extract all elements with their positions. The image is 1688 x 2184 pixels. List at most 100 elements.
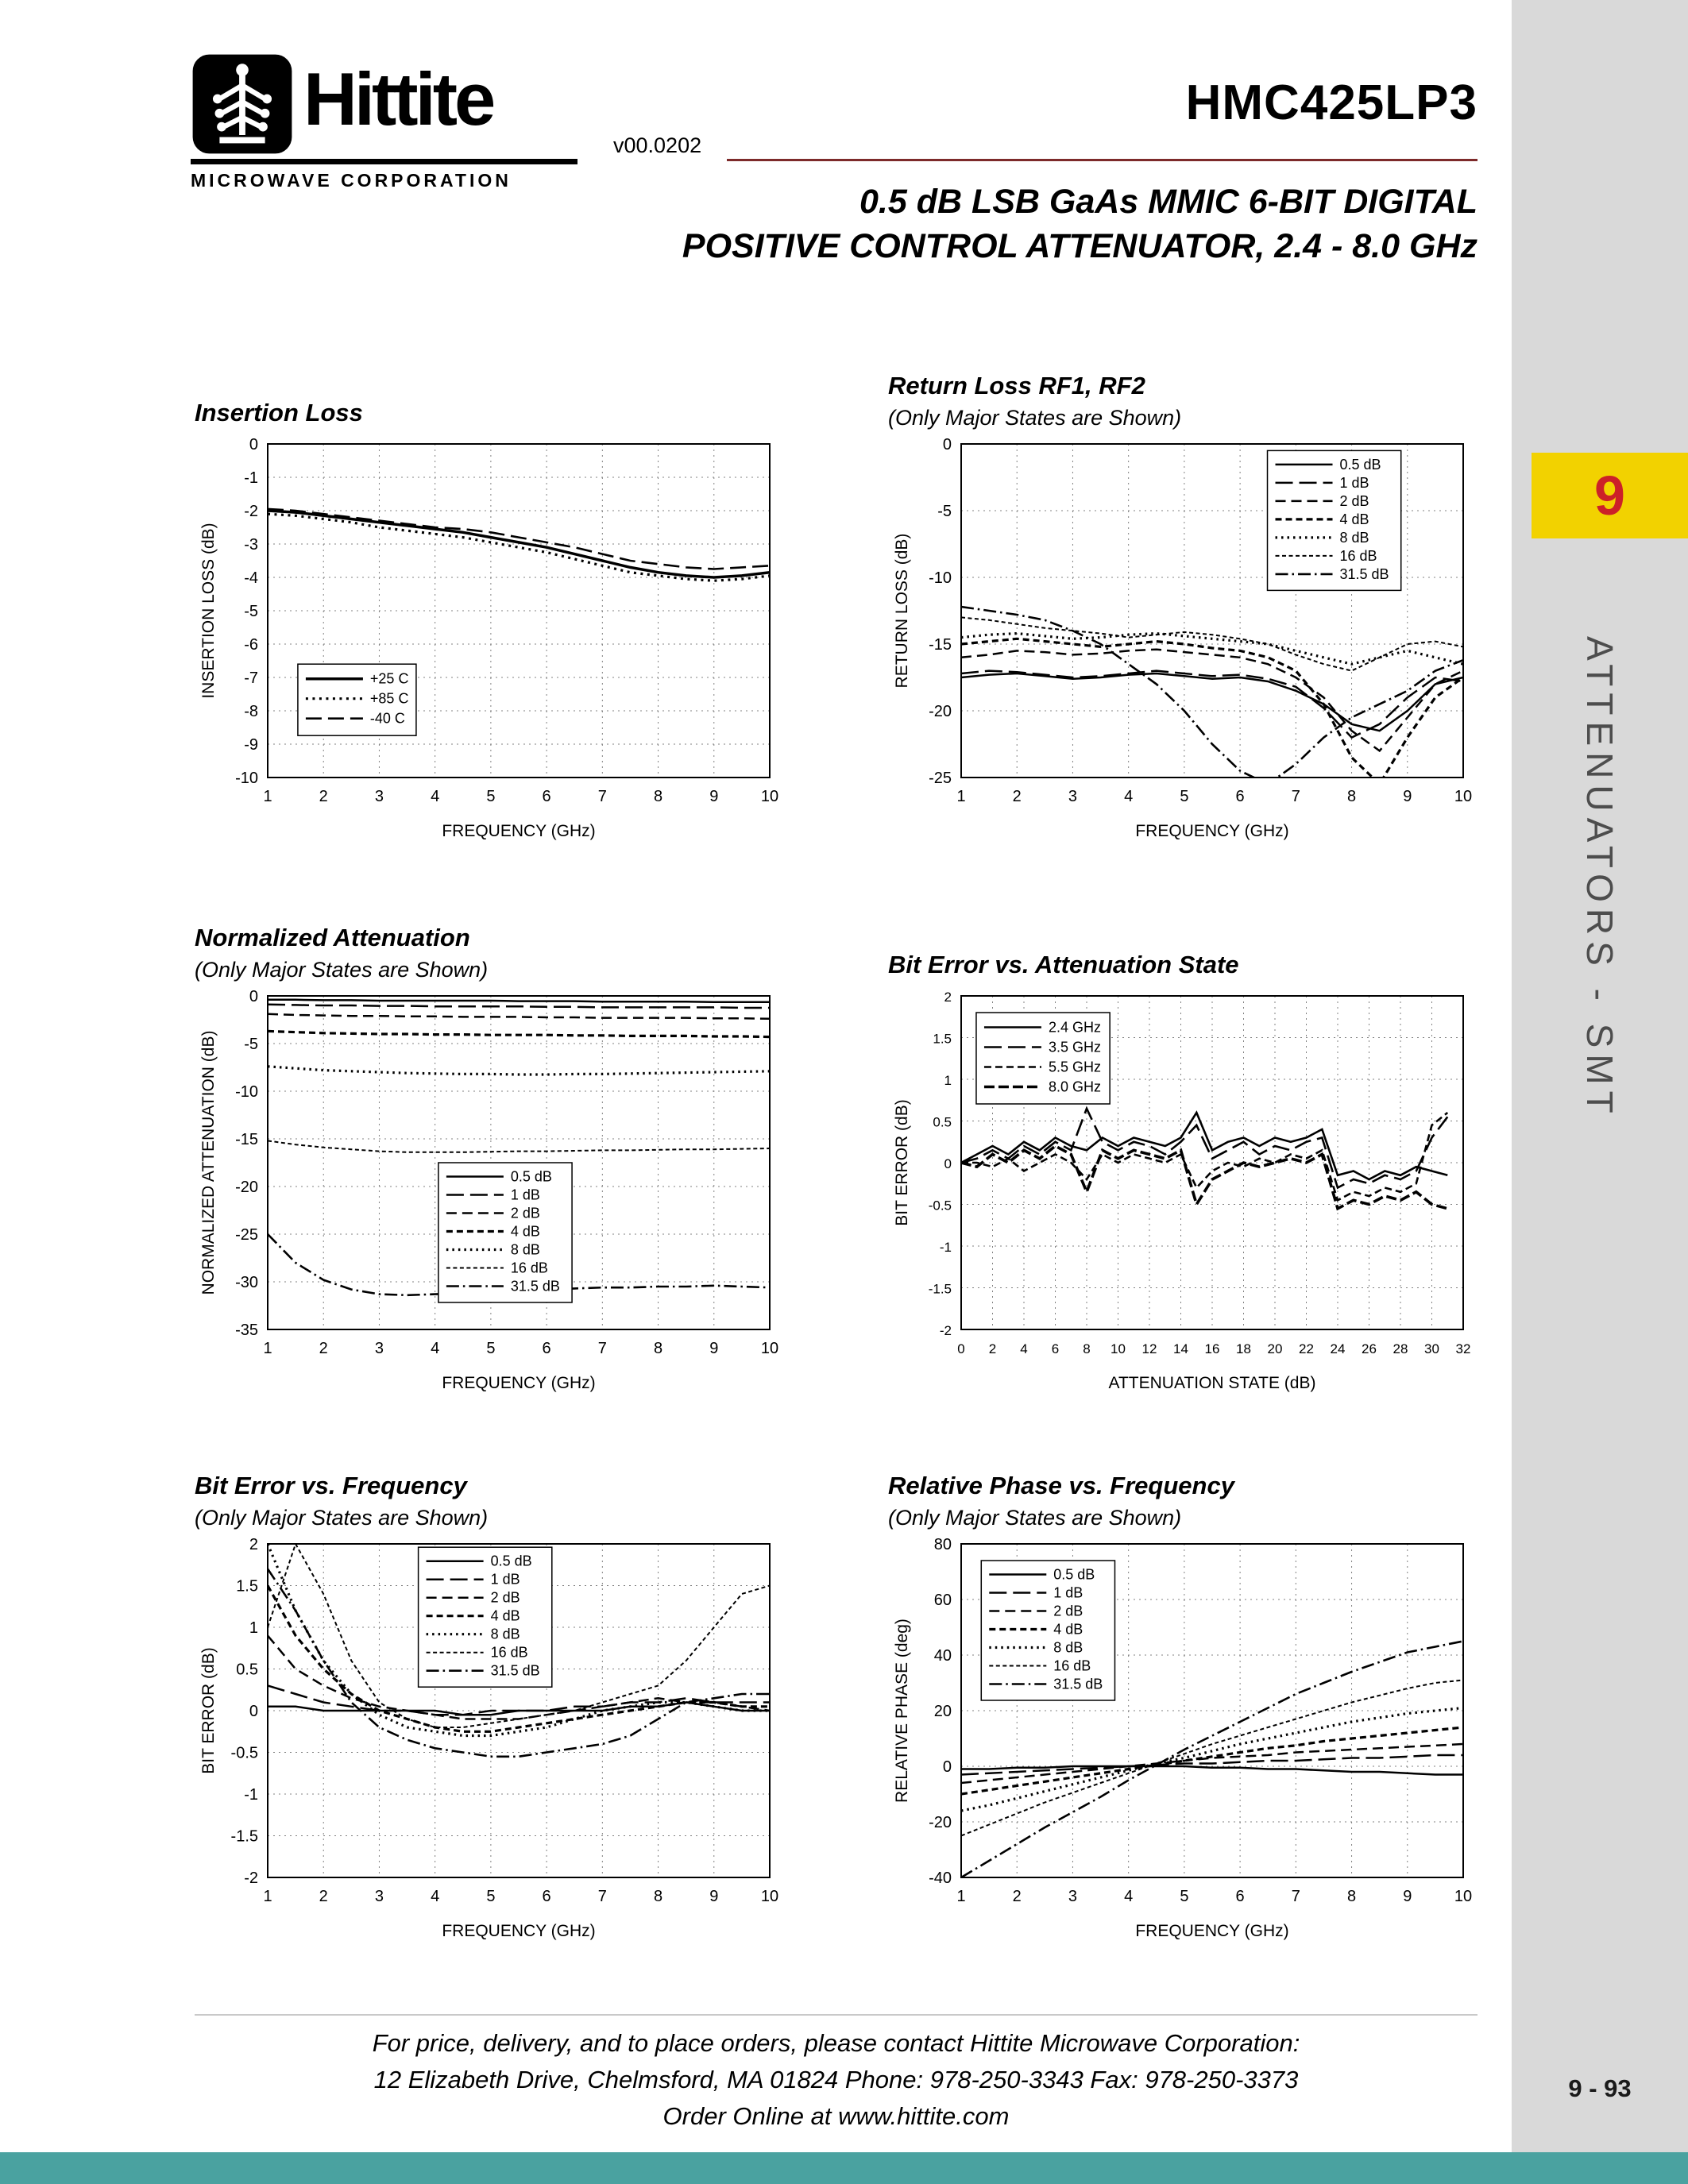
svg-text:-10: -10	[929, 569, 952, 587]
svg-text:2 dB: 2 dB	[1053, 1603, 1083, 1619]
sidebar-section-label: ATTENUATORS - SMT	[1579, 635, 1620, 1120]
relative-phase-plot: 1 2 3 4 5 6 7 8 9 10 80 60 40 20 0 -20 -40 FREQUENCY (GHz…	[893, 1536, 1472, 1940]
chart-title: Insertion Loss	[195, 399, 363, 426]
svg-text:0.5 dB: 0.5 dB	[1053, 1567, 1095, 1583]
svg-text:8: 8	[1347, 1888, 1356, 1905]
svg-text:2 dB: 2 dB	[1340, 493, 1369, 509]
svg-text:-30: -30	[235, 1274, 258, 1291]
series-8 dB	[961, 631, 1463, 666]
series-3.5 GHz	[961, 1106, 1449, 1190]
svg-text:16 dB: 16 dB	[1340, 548, 1377, 564]
document-version: v00.0202	[613, 133, 702, 157]
footer-line2: 12 Elizabeth Drive, Chelmsford, MA 01824…	[373, 2066, 1299, 2093]
svg-text:16 dB: 16 dB	[491, 1645, 528, 1661]
chart-subtitle: (Only Major States are Shown)	[195, 958, 489, 982]
svg-text:-1: -1	[244, 469, 258, 487]
svg-text:-10: -10	[235, 1083, 258, 1101]
series-0.5 dB	[268, 998, 770, 1004]
svg-text:3: 3	[375, 1340, 384, 1357]
svg-text:80: 80	[934, 1536, 952, 1553]
svg-text:2: 2	[1013, 1888, 1022, 1905]
insertion-loss-chart: Insertion Loss 1 2 3 4 5 6 7 8 9 10 0 -1 -2 -3 -4 -5 -6 -…	[195, 398, 782, 846]
legend: +25 C +85 C -40 C	[297, 663, 417, 736]
svg-text:1 dB: 1 dB	[1053, 1585, 1083, 1601]
series-16 dB	[268, 1544, 770, 1728]
document-title-line2: POSITIVE CONTROL ATTENUATOR, 2.4 - 8.0 G…	[682, 227, 1477, 265]
svg-text:-1: -1	[244, 1786, 258, 1804]
chart-subtitle: (Only Major States are Shown)	[888, 406, 1182, 430]
svg-text:9: 9	[1403, 1888, 1412, 1905]
svg-text:-2: -2	[940, 1323, 952, 1338]
svg-text:4: 4	[431, 788, 439, 805]
svg-text:-35: -35	[235, 1322, 258, 1339]
footer: For price, delivery, and to place orders…	[195, 2025, 1477, 2135]
gridlines	[268, 444, 770, 778]
svg-text:0.5 dB: 0.5 dB	[491, 1553, 532, 1569]
svg-text:31.5 dB: 31.5 dB	[1053, 1677, 1103, 1692]
svg-text:4 dB: 4 dB	[511, 1224, 540, 1240]
chart-subtitle: (Only Major States are Shown)	[888, 1506, 1182, 1530]
series-1 dB	[268, 1684, 770, 1716]
series-8 dB	[268, 1544, 770, 1738]
svg-text:31.5 dB: 31.5 dB	[1340, 566, 1389, 582]
svg-text:3: 3	[375, 788, 384, 805]
part-number: HMC425LP3	[1185, 75, 1477, 130]
svg-text:-20: -20	[235, 1179, 258, 1196]
svg-text:8 dB: 8 dB	[511, 1242, 540, 1258]
svg-text:-25: -25	[235, 1226, 258, 1244]
svg-text:2 dB: 2 dB	[511, 1206, 540, 1221]
tick-labels: 1 2 3 4 5 6 7 8 9 10 80 60 40 20 0 -20 -40	[929, 1536, 1472, 1905]
series-+25 C	[268, 509, 770, 579]
svg-text:1: 1	[956, 1888, 965, 1905]
svg-text:-5: -5	[937, 503, 952, 520]
sidebar-strip	[1512, 0, 1688, 2184]
svg-text:8: 8	[654, 1340, 662, 1357]
svg-text:-4: -4	[244, 569, 258, 587]
svg-text:4: 4	[1124, 1888, 1133, 1905]
svg-text:2: 2	[989, 1341, 996, 1356]
svg-text:7: 7	[1292, 1888, 1300, 1905]
svg-text:10: 10	[1111, 1341, 1126, 1356]
svg-text:8 dB: 8 dB	[1053, 1640, 1083, 1656]
relative-phase-chart: Relative Phase vs. Frequency (Only Major…	[888, 1471, 1476, 1946]
series-8 dB	[268, 1065, 770, 1076]
svg-text:+25 C: +25 C	[370, 671, 409, 687]
svg-text:5: 5	[1180, 788, 1188, 805]
svg-text:20: 20	[934, 1703, 952, 1720]
footer-rule	[195, 2014, 1477, 2016]
normalized-attenuation-chart: Normalized Attenuation (Only Major State…	[195, 923, 782, 1398]
series-1 dB	[268, 1003, 770, 1009]
series-16 dB	[268, 1140, 770, 1153]
svg-text:1: 1	[263, 788, 272, 805]
series-4 dB	[961, 637, 1463, 778]
svg-text:3: 3	[1068, 788, 1077, 805]
svg-text:22: 22	[1299, 1341, 1314, 1356]
svg-text:2: 2	[319, 1340, 328, 1357]
svg-text:-2: -2	[244, 503, 258, 520]
svg-text:-9: -9	[244, 736, 258, 754]
series	[961, 1640, 1463, 1877]
svg-text:32: 32	[1456, 1341, 1471, 1356]
svg-text:-3: -3	[244, 536, 258, 554]
svg-text:5.5 GHz: 5.5 GHz	[1049, 1059, 1101, 1075]
sidebar-label-wrap: ATTENUATORS - SMT	[1512, 600, 1688, 1156]
svg-text:+85 C: +85 C	[370, 691, 409, 707]
footer-line1: For price, delivery, and to place orders…	[372, 2029, 1300, 2057]
svg-text:8.0 GHz: 8.0 GHz	[1049, 1079, 1101, 1095]
svg-text:4 dB: 4 dB	[1053, 1622, 1083, 1638]
svg-text:2.4 GHz: 2.4 GHz	[1049, 1020, 1101, 1036]
svg-text:26: 26	[1362, 1341, 1377, 1356]
page-number: 9 - 93	[1568, 2074, 1632, 2102]
svg-text:4: 4	[431, 1888, 439, 1905]
svg-text:0: 0	[249, 1703, 258, 1720]
tick-labels: 1 2 3 4 5 6 7 8 9 10 0 -5 -10 -15 -20 -25 -30 -35	[235, 988, 778, 1357]
svg-text:8: 8	[1083, 1341, 1090, 1356]
svg-text:5: 5	[486, 1340, 495, 1357]
return-loss-chart: Return Loss RF1, RF2 (Only Major States …	[888, 371, 1476, 846]
series-2.4 GHz	[961, 1110, 1448, 1181]
chart-title: Return Loss RF1, RF2	[888, 372, 1145, 399]
insertion-loss-plot: 1 2 3 4 5 6 7 8 9 10 0 -1 -2 -3 -4 -5 -6 -7 -8 -9 -10 FREQUEN…	[199, 436, 778, 840]
series-31.5 dB	[961, 1640, 1463, 1877]
svg-text:3.5 GHz: 3.5 GHz	[1049, 1040, 1101, 1055]
